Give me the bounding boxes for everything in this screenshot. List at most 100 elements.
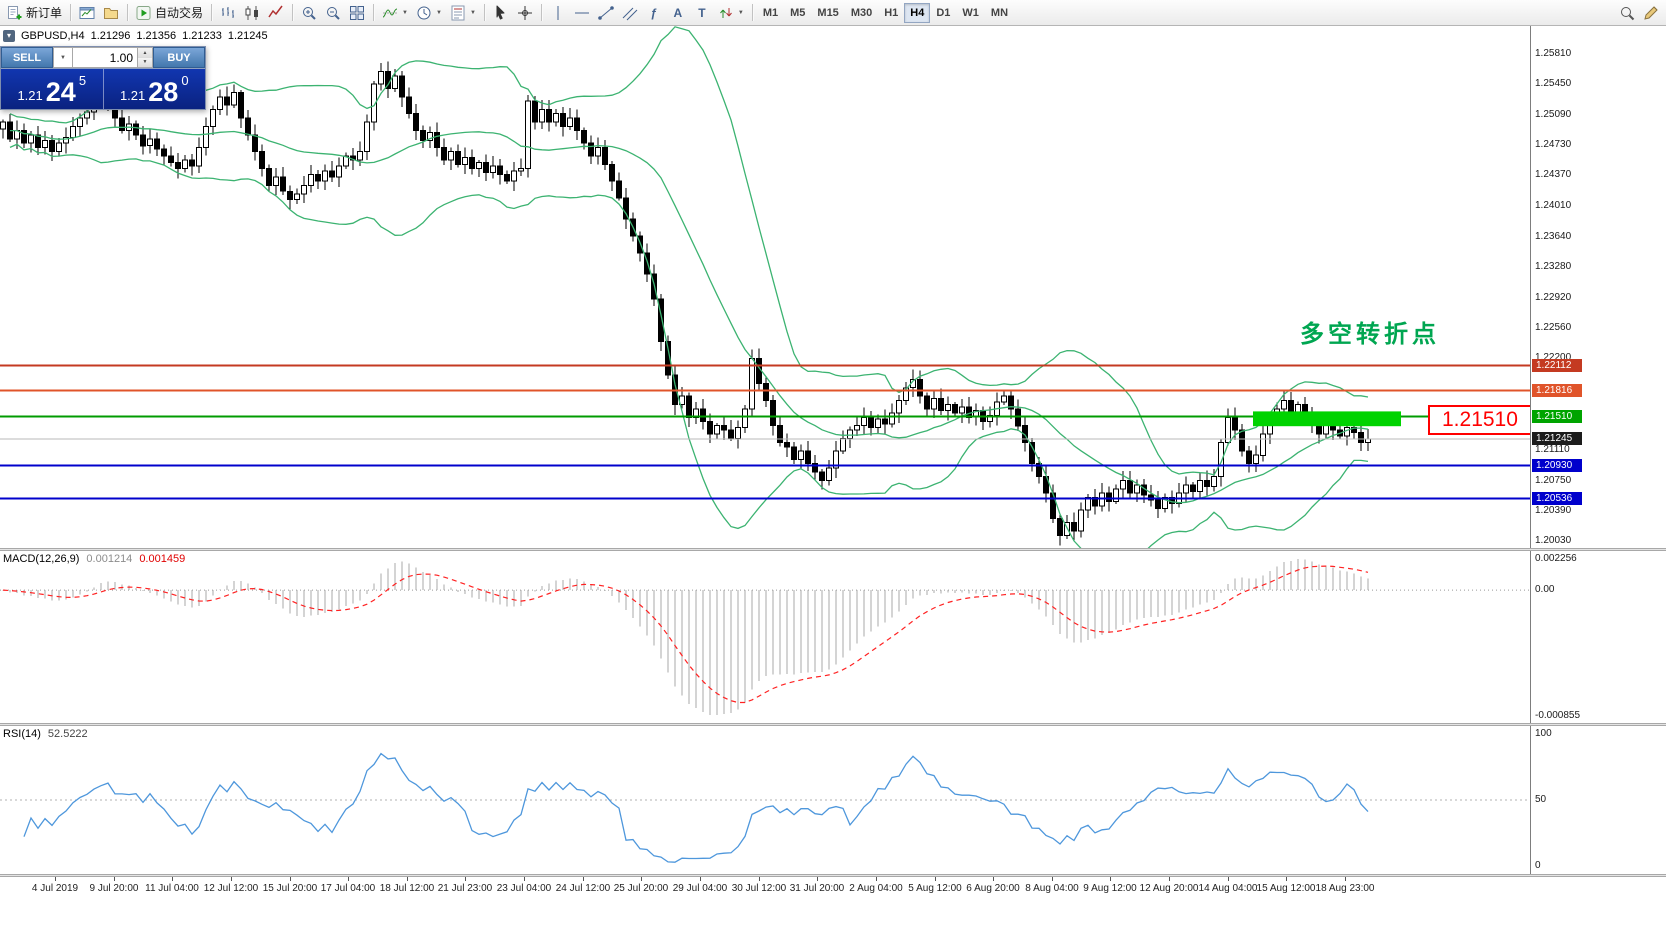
panel-splitter[interactable] — [0, 874, 1666, 877]
volume-d ropdown-icon[interactable]: ▼ — [53, 47, 73, 68]
bid-big: 24 — [45, 77, 76, 108]
time-label: 2 Aug 04:00 — [849, 883, 903, 894]
tile-windows-button[interactable] — [345, 2, 369, 24]
timeframe-h1-button[interactable]: H1 — [884, 6, 899, 19]
time-label: 17 Jul 04:00 — [320, 883, 376, 894]
crosshair-button[interactable] — [513, 2, 537, 24]
time-tick — [172, 877, 173, 881]
indicators-icon — [382, 5, 398, 21]
price-chart-canvas[interactable] — [0, 26, 1530, 548]
volume-down-icon[interactable]: ▼ — [138, 57, 152, 67]
autoplay-icon — [136, 5, 152, 21]
price-axis-label: 1.24010 — [1535, 200, 1572, 211]
profiles-button[interactable] — [99, 2, 123, 24]
zoom-out-button[interactable] — [321, 2, 345, 24]
time-tick — [524, 877, 525, 881]
new-order-button[interactable]: 新订单 — [3, 2, 66, 24]
one-click-trading-toggle-icon[interactable]: ▾ — [3, 30, 15, 42]
time-tick — [700, 877, 701, 881]
textT-icon: T — [698, 5, 706, 20]
macd-axis[interactable]: 0.002256 0.00 -0.000855 — [1530, 551, 1666, 723]
time-label: 18 Jul 12:00 — [379, 883, 435, 894]
timeframe-mn-button[interactable]: MN — [990, 6, 1009, 19]
annotation-turning-point-text[interactable]: 多空转折点 — [1300, 321, 1440, 348]
sell-button[interactable]: SELL — [1, 47, 53, 68]
rsi-panel[interactable]: RSI(14) 52.5222 — [0, 726, 1530, 874]
new-order-label: 新订单 — [26, 6, 63, 20]
price-axis-label: 1.23640 — [1535, 231, 1572, 242]
bar-chart-button[interactable] — [216, 2, 240, 24]
bid-price-button[interactable]: 1.21 24 5 — [1, 69, 104, 109]
auto-trading-button[interactable]: 自动交易 — [132, 2, 207, 24]
macd-value-main: 0.001214 — [86, 553, 133, 565]
text-button[interactable]: A — [666, 2, 690, 24]
templates-dropdown-arrow[interactable]: ▼ — [469, 9, 476, 16]
arrows-dropdown-arrow[interactable]: ▼ — [737, 9, 744, 16]
horizontal-line-button[interactable] — [570, 2, 594, 24]
volume-spinner[interactable]: ▲ ▼ — [138, 47, 153, 68]
periods-button[interactable]: ▼ — [412, 2, 446, 24]
periods-dropdown-arrow[interactable]: ▼ — [435, 9, 442, 16]
time-tick — [935, 877, 936, 881]
panel-splitter[interactable] — [0, 723, 1666, 726]
fibonacci-button[interactable]: ƒ — [642, 2, 666, 24]
macd-value-signal: 0.001459 — [139, 553, 186, 565]
rsi-axis[interactable]: 100 50 0 — [1530, 726, 1666, 874]
timeframe-d1-button[interactable]: D1 — [936, 6, 951, 19]
vertical-line-button[interactable] — [546, 2, 570, 24]
timeframe-m30-button[interactable]: M30 — [850, 6, 873, 19]
ask-price-button[interactable]: 1.21 28 0 — [104, 69, 206, 109]
edit-button[interactable] — [1639, 2, 1663, 24]
chart-region[interactable]: ▾ GBPUSD,H4 1.21296 1.21356 1.21233 1.21… — [0, 26, 1530, 548]
time-tick — [290, 877, 291, 881]
templates-button[interactable]: ▼ — [446, 2, 480, 24]
search-button[interactable] — [1615, 2, 1639, 24]
time-label: 21 Jul 23:00 — [437, 883, 493, 894]
candlestick-chart-button[interactable] — [240, 2, 264, 24]
time-label: 25 Jul 20:00 — [613, 883, 669, 894]
timeframe-m5-button[interactable]: M5 — [790, 6, 806, 19]
hline-icon — [574, 5, 590, 21]
price-axis-label: 1.25810 — [1535, 48, 1572, 59]
macd-canvas — [0, 559, 1530, 715]
line-chart-button[interactable] — [264, 2, 288, 24]
time-tick — [1228, 877, 1229, 881]
arrows-button[interactable]: ▼ — [714, 2, 748, 24]
toolbar: 新订单 自动交易 ▼ ▼ ▼ ƒ A T ▼ M1 M5 M15 M30 H1 H4 D1 W1 MN — [0, 0, 1666, 26]
volume-input[interactable] — [73, 47, 138, 68]
time-axis[interactable]: 4 Jul 2019 9 Jul 20:00 11 Jul 04:00 12 Jul … — [0, 877, 1666, 901]
price-axis-label: 1.20750 — [1535, 475, 1572, 486]
cursor-button[interactable] — [489, 2, 513, 24]
timeframe-m1-button[interactable]: M1 — [762, 6, 779, 19]
time-label: 4 Jul 2019 — [31, 883, 79, 894]
charts-window-button[interactable] — [75, 2, 99, 24]
indicators-dropdown-arrow[interactable]: ▼ — [402, 9, 408, 16]
price-axis-label: 1.21110 — [1535, 444, 1570, 455]
trendline-button[interactable] — [594, 2, 618, 24]
tline-icon — [598, 5, 614, 21]
panel-splitter[interactable] — [0, 548, 1666, 551]
volume-up-icon[interactable]: ▲ — [138, 48, 152, 58]
equidistant-channel-button[interactable] — [618, 2, 642, 24]
indicators-button[interactable]: ▼ — [378, 2, 412, 24]
ohlc-low: 1.21233 — [182, 30, 222, 42]
time-tick — [465, 877, 466, 881]
price-axis-label: 1.20390 — [1535, 505, 1572, 516]
timeframe-w1-button[interactable]: W1 — [962, 6, 979, 19]
timeframe-h4-button[interactable]: H4 — [904, 2, 931, 23]
zoom-in-button[interactable] — [297, 2, 321, 24]
annotation-price-callout[interactable]: 1.21510 — [1428, 405, 1530, 435]
price-axis-label: 1.23280 — [1535, 261, 1572, 272]
macd-label-row: MACD(12,26,9) 0.001214 0.001459 — [3, 553, 185, 565]
toolbar-separator — [211, 4, 213, 21]
buy-button[interactable]: BUY — [153, 47, 205, 68]
price-axis-label: 1.25090 — [1535, 109, 1572, 120]
price-axis-label: 1.24370 — [1535, 169, 1572, 180]
price-tag-1.21245: 1.21245 — [1532, 432, 1582, 445]
timeframe-m15-button[interactable]: M15 — [817, 6, 839, 19]
profiles-icon — [103, 5, 119, 21]
price-axis[interactable]: 1.25810 1.25450 1.25090 1.24730 1.24370 1.240… — [1530, 26, 1666, 548]
macd-panel[interactable]: MACD(12,26,9) 0.001214 0.001459 — [0, 551, 1530, 723]
text-label-button[interactable]: T — [690, 2, 714, 24]
toolbar-separator — [540, 4, 542, 21]
